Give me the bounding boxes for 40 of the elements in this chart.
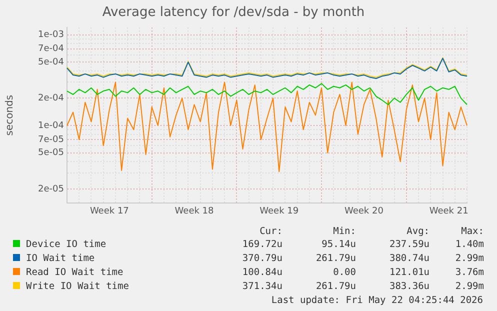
text: 1.40m xyxy=(454,238,484,252)
y-tick-label: 5e-04 xyxy=(38,57,64,68)
y-tick-label: 2e-04 xyxy=(38,94,64,104)
text: 261.79u xyxy=(314,280,356,294)
text: 261.79u xyxy=(314,252,356,266)
x-tick-label: Week 20 xyxy=(344,206,384,217)
text: 371.34u xyxy=(241,280,282,294)
text: Max: xyxy=(460,226,484,238)
x-tick-label: Week 19 xyxy=(260,206,299,217)
y-axis-title: seconds xyxy=(4,94,16,136)
x-tick-label: Week 17 xyxy=(90,206,129,217)
legend-label: Device IO time xyxy=(25,238,108,252)
y-tick-label: 1e-04 xyxy=(38,120,64,131)
text: Last update: Fri May 22 04:25:44 2026 xyxy=(270,294,484,308)
text: 121.01u xyxy=(388,266,430,280)
text: Avg: xyxy=(406,226,430,238)
text: 237.59u xyxy=(388,238,430,252)
text: 169.72u xyxy=(241,238,282,252)
y-tick-label: 1e-03 xyxy=(38,30,64,40)
y-tick-label: 2e-05 xyxy=(38,184,64,194)
x-tick-label: Week 18 xyxy=(174,206,214,217)
text: 380.74u xyxy=(388,252,430,266)
legend-label: Write IO Wait time xyxy=(25,280,130,294)
y-tick-label: 7e-04 xyxy=(38,44,64,54)
text: 95.14u xyxy=(320,238,356,252)
text: Min: xyxy=(332,226,356,238)
text: 383.36u xyxy=(388,280,430,294)
chart-title: Average latency for /dev/sda - by month xyxy=(102,5,365,20)
text: 100.84u xyxy=(241,266,282,280)
legend-label: Read IO Wait time xyxy=(25,266,124,280)
text: 2.99m xyxy=(454,252,484,266)
y-tick-label: 5e-05 xyxy=(38,148,64,158)
text: 3.76m xyxy=(454,266,484,280)
legend-label: IO Wait time xyxy=(25,252,96,266)
y-tick-label: 7e-05 xyxy=(38,134,64,145)
text: 2.99m xyxy=(454,280,484,294)
text: 370.79u xyxy=(241,252,282,266)
text: Cur: xyxy=(258,226,282,238)
x-tick-label: Week 21 xyxy=(429,206,468,217)
text: 0.00 xyxy=(332,266,356,280)
